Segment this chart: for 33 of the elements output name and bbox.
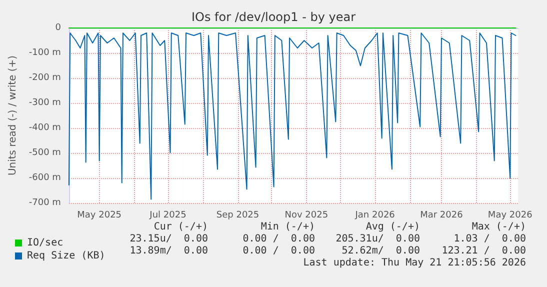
- text: 205.31u/ 0.00: [336, 234, 420, 244]
- x-tick-label: Mar 2026: [420, 210, 464, 220]
- y-tick-label: 0: [55, 23, 62, 33]
- y-tick-label: -200 m: [28, 73, 61, 83]
- legend-label: IO/sec: [27, 238, 64, 248]
- y-tick-label: -600 m: [28, 173, 61, 183]
- y-tick-label: -400 m: [28, 123, 61, 133]
- text: 0.00 / 0.00: [242, 246, 315, 256]
- x-tick-label: May 2025: [77, 210, 122, 220]
- text: 52.62m/ 0.00: [342, 246, 420, 256]
- y-tick-label: -700 m: [28, 198, 61, 208]
- text: Cur (-/+): [154, 222, 208, 232]
- text: Last update: Thu May 21 21:05:56 2026: [303, 258, 526, 268]
- text: 1.03 / 0.00: [454, 234, 526, 244]
- x-tick-label: Sep 2025: [216, 210, 260, 220]
- legend-label: Req Size (KB): [27, 250, 106, 262]
- text: 0.00 / 0.00: [242, 234, 315, 244]
- y-tick-label: -100 m: [28, 48, 61, 58]
- y-tick-label: -500 m: [28, 148, 61, 158]
- x-tick-label: May 2026: [488, 210, 533, 220]
- x-tick-label: Jan 2026: [354, 210, 396, 220]
- x-tick-label: Nov 2025: [284, 210, 328, 220]
- text: Min (-/+): [260, 222, 315, 232]
- text: 123.21 / 0.00: [442, 246, 526, 256]
- line-series: [68, 32, 516, 200]
- text: 23.15u/ 0.00: [130, 234, 208, 244]
- y-axis-title: Units read (-) / write (+): [8, 55, 18, 176]
- text: 13.89m/ 0.00: [130, 246, 208, 256]
- text: Max (-/+): [472, 222, 526, 232]
- text: Avg (-/+): [366, 222, 420, 232]
- y-tick-label: -300 m: [28, 98, 61, 108]
- chart-title: IOs for /dev/loop1 - by year: [191, 10, 356, 24]
- x-tick-label: Jul 2025: [148, 210, 186, 220]
